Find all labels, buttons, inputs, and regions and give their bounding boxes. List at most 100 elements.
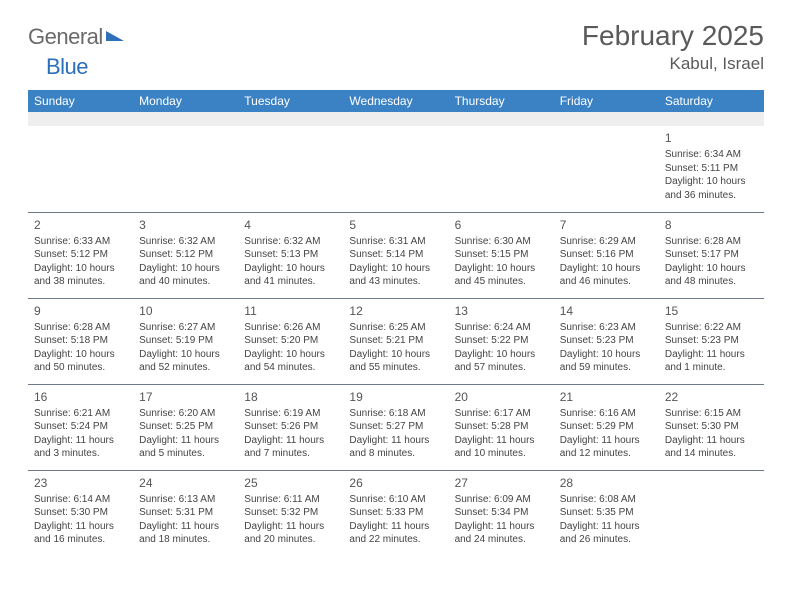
sunset-text: Sunset: 5:20 PM — [244, 334, 337, 348]
day-cell: 6Sunrise: 6:30 AMSunset: 5:15 PMDaylight… — [449, 212, 554, 298]
sunrise-text: Sunrise: 6:28 AM — [665, 235, 758, 249]
col-monday: Monday — [133, 90, 238, 112]
daylight-text: Daylight: 11 hours and 16 minutes. — [34, 520, 127, 547]
week-row: 2Sunrise: 6:33 AMSunset: 5:12 PMDaylight… — [28, 212, 764, 298]
sunset-text: Sunset: 5:25 PM — [139, 420, 232, 434]
day-cell — [28, 126, 133, 212]
day-number: 26 — [349, 475, 442, 491]
day-number: 19 — [349, 389, 442, 405]
week-row: 1Sunrise: 6:34 AMSunset: 5:11 PMDaylight… — [28, 126, 764, 212]
sunset-text: Sunset: 5:13 PM — [244, 248, 337, 262]
sunrise-text: Sunrise: 6:24 AM — [455, 321, 548, 335]
sunset-text: Sunset: 5:22 PM — [455, 334, 548, 348]
day-cell: 8Sunrise: 6:28 AMSunset: 5:17 PMDaylight… — [659, 212, 764, 298]
sunrise-text: Sunrise: 6:29 AM — [560, 235, 653, 249]
day-cell: 27Sunrise: 6:09 AMSunset: 5:34 PMDayligh… — [449, 470, 554, 556]
sunrise-text: Sunrise: 6:25 AM — [349, 321, 442, 335]
daylight-text: Daylight: 10 hours and 46 minutes. — [560, 262, 653, 289]
daylight-text: Daylight: 11 hours and 7 minutes. — [244, 434, 337, 461]
day-cell: 21Sunrise: 6:16 AMSunset: 5:29 PMDayligh… — [554, 384, 659, 470]
daylight-text: Daylight: 11 hours and 12 minutes. — [560, 434, 653, 461]
day-number: 3 — [139, 217, 232, 233]
title-block: February 2025 Kabul, Israel — [582, 20, 764, 74]
daylight-text: Daylight: 10 hours and 43 minutes. — [349, 262, 442, 289]
day-cell: 1Sunrise: 6:34 AMSunset: 5:11 PMDaylight… — [659, 126, 764, 212]
day-cell — [133, 126, 238, 212]
col-sunday: Sunday — [28, 90, 133, 112]
day-number: 5 — [349, 217, 442, 233]
daylight-text: Daylight: 11 hours and 22 minutes. — [349, 520, 442, 547]
day-number: 12 — [349, 303, 442, 319]
sunrise-text: Sunrise: 6:08 AM — [560, 493, 653, 507]
daylight-text: Daylight: 10 hours and 40 minutes. — [139, 262, 232, 289]
day-number: 28 — [560, 475, 653, 491]
sunrise-text: Sunrise: 6:30 AM — [455, 235, 548, 249]
day-cell: 14Sunrise: 6:23 AMSunset: 5:23 PMDayligh… — [554, 298, 659, 384]
daylight-text: Daylight: 11 hours and 8 minutes. — [349, 434, 442, 461]
day-number: 24 — [139, 475, 232, 491]
sunset-text: Sunset: 5:18 PM — [34, 334, 127, 348]
brand-logo: General — [28, 24, 126, 50]
day-cell: 25Sunrise: 6:11 AMSunset: 5:32 PMDayligh… — [238, 470, 343, 556]
day-number: 18 — [244, 389, 337, 405]
sunset-text: Sunset: 5:19 PM — [139, 334, 232, 348]
daylight-text: Daylight: 11 hours and 24 minutes. — [455, 520, 548, 547]
col-wednesday: Wednesday — [343, 90, 448, 112]
day-number: 16 — [34, 389, 127, 405]
sunset-text: Sunset: 5:32 PM — [244, 506, 337, 520]
daylight-text: Daylight: 11 hours and 26 minutes. — [560, 520, 653, 547]
day-number: 9 — [34, 303, 127, 319]
sunset-text: Sunset: 5:30 PM — [665, 420, 758, 434]
daylight-text: Daylight: 11 hours and 5 minutes. — [139, 434, 232, 461]
sunrise-text: Sunrise: 6:10 AM — [349, 493, 442, 507]
sunset-text: Sunset: 5:24 PM — [34, 420, 127, 434]
day-number: 14 — [560, 303, 653, 319]
day-cell: 20Sunrise: 6:17 AMSunset: 5:28 PMDayligh… — [449, 384, 554, 470]
sunrise-text: Sunrise: 6:28 AM — [34, 321, 127, 335]
daylight-text: Daylight: 10 hours and 48 minutes. — [665, 262, 758, 289]
day-number: 21 — [560, 389, 653, 405]
sunset-text: Sunset: 5:33 PM — [349, 506, 442, 520]
day-number: 25 — [244, 475, 337, 491]
day-number: 2 — [34, 217, 127, 233]
day-cell — [238, 126, 343, 212]
day-number: 23 — [34, 475, 127, 491]
daylight-text: Daylight: 11 hours and 1 minute. — [665, 348, 758, 375]
sunrise-text: Sunrise: 6:21 AM — [34, 407, 127, 421]
day-number: 13 — [455, 303, 548, 319]
sunrise-text: Sunrise: 6:18 AM — [349, 407, 442, 421]
day-number: 4 — [244, 217, 337, 233]
sunrise-text: Sunrise: 6:27 AM — [139, 321, 232, 335]
sunset-text: Sunset: 5:29 PM — [560, 420, 653, 434]
sunset-text: Sunset: 5:31 PM — [139, 506, 232, 520]
day-cell — [343, 126, 448, 212]
daylight-text: Daylight: 11 hours and 14 minutes. — [665, 434, 758, 461]
day-header-row: Sunday Monday Tuesday Wednesday Thursday… — [28, 90, 764, 112]
day-number: 11 — [244, 303, 337, 319]
sunrise-text: Sunrise: 6:17 AM — [455, 407, 548, 421]
day-cell: 13Sunrise: 6:24 AMSunset: 5:22 PMDayligh… — [449, 298, 554, 384]
day-cell: 23Sunrise: 6:14 AMSunset: 5:30 PMDayligh… — [28, 470, 133, 556]
brand-part2: Blue — [46, 54, 88, 79]
daylight-text: Daylight: 11 hours and 3 minutes. — [34, 434, 127, 461]
sunrise-text: Sunrise: 6:20 AM — [139, 407, 232, 421]
sunset-text: Sunset: 5:23 PM — [560, 334, 653, 348]
sunrise-text: Sunrise: 6:33 AM — [34, 235, 127, 249]
daylight-text: Daylight: 10 hours and 55 minutes. — [349, 348, 442, 375]
day-cell: 10 Sunrise: 6:27 AMSunset: 5:19 PMDayligh… — [133, 298, 238, 384]
day-cell: 12Sunrise: 6:25 AMSunset: 5:21 PMDayligh… — [343, 298, 448, 384]
week-row: 23Sunrise: 6:14 AMSunset: 5:30 PMDayligh… — [28, 470, 764, 556]
day-number: 10 — [139, 303, 232, 319]
day-cell: 7Sunrise: 6:29 AMSunset: 5:16 PMDaylight… — [554, 212, 659, 298]
day-number: 27 — [455, 475, 548, 491]
spacer-row — [28, 112, 764, 126]
day-cell: 11Sunrise: 6:26 AMSunset: 5:20 PMDayligh… — [238, 298, 343, 384]
day-cell — [449, 126, 554, 212]
daylight-text: Daylight: 10 hours and 52 minutes. — [139, 348, 232, 375]
sunrise-text: Sunrise: 6:19 AM — [244, 407, 337, 421]
calendar-body: 1Sunrise: 6:34 AMSunset: 5:11 PMDaylight… — [28, 112, 764, 556]
daylight-text: Daylight: 10 hours and 45 minutes. — [455, 262, 548, 289]
col-saturday: Saturday — [659, 90, 764, 112]
day-cell: 9Sunrise: 6:28 AMSunset: 5:18 PMDaylight… — [28, 298, 133, 384]
sunset-text: Sunset: 5:15 PM — [455, 248, 548, 262]
